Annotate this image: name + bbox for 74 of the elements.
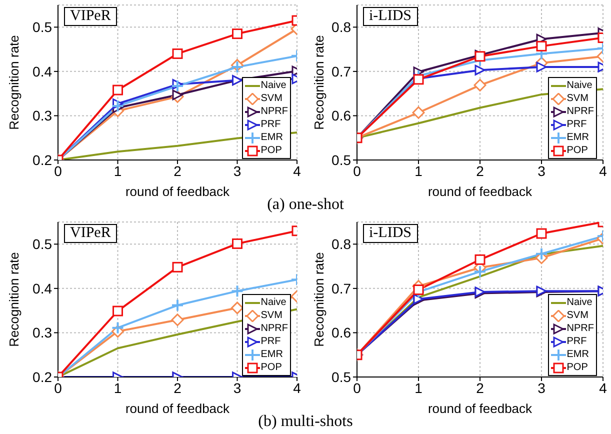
y-tick-label: 0.8 <box>332 236 352 252</box>
x-tick-label: 4 <box>293 162 302 179</box>
legend-label: SVM <box>260 310 282 321</box>
x-tick-label: 2 <box>476 162 484 179</box>
text: (a) one-shot <box>267 196 344 213</box>
x-tick-label: 1 <box>414 162 423 179</box>
legend-label: POP <box>260 362 282 373</box>
legend-label: NPRF <box>566 106 594 117</box>
legend-label: PRF <box>260 119 281 130</box>
legend-label: NPRF <box>260 106 288 117</box>
x-tick-label: 3 <box>233 380 242 396</box>
x-tick-label: 0 <box>54 162 62 179</box>
x-axis-title: round of feedback <box>125 184 230 199</box>
y-tick-label: 0.7 <box>332 280 352 296</box>
legend-label: POP <box>260 145 282 156</box>
x-tick-label: 3 <box>538 380 546 396</box>
x-tick-label: 4 <box>599 380 608 396</box>
legend-label: PRF <box>260 336 281 347</box>
y-tick-label: 0.5 <box>332 368 352 385</box>
legend-label: NPRF <box>260 323 288 334</box>
y-tick-label: 0.6 <box>332 108 352 124</box>
legend-label: EMR <box>566 132 589 143</box>
y-axis-title: Recognition rate <box>6 252 22 347</box>
x-tick-label: 1 <box>114 380 122 396</box>
y-tick-label: 0.5 <box>332 152 352 168</box>
legend-label: EMR <box>566 349 589 360</box>
legend-label: PRF <box>566 119 587 130</box>
legend-label: POP <box>566 362 588 373</box>
y-tick-label: 0.3 <box>32 324 52 341</box>
y-axis-title: Recognition rate <box>6 35 22 130</box>
legend-label: SVM <box>566 310 588 321</box>
y-tick-label: 0.4 <box>32 280 52 296</box>
legend-label: SVM <box>260 93 282 104</box>
chart-title: i-LIDS <box>363 224 418 243</box>
x-tick-label: 4 <box>599 162 608 179</box>
y-tick-label: 0.4 <box>32 63 52 80</box>
x-tick-label: 2 <box>476 380 484 396</box>
y-axis-title: Recognition rate <box>312 252 327 347</box>
y-axis-title: Recognition rate <box>312 35 327 130</box>
x-tick-label: 1 <box>414 380 423 396</box>
legend-label: Naive <box>260 80 286 91</box>
y-tick-label: 0.8 <box>332 19 352 36</box>
x-tick-label: 0 <box>54 380 62 396</box>
legend-label: Naive <box>260 297 286 308</box>
legend-label: POP <box>566 145 588 156</box>
legend-label: Naive <box>566 80 592 91</box>
text: (b) multi-shots <box>258 413 353 430</box>
y-tick-label: 0.7 <box>332 63 352 80</box>
x-axis-title: round of feedback <box>428 401 533 416</box>
x-tick-label: 0 <box>353 380 362 396</box>
y-tick-label: 0.2 <box>32 152 52 168</box>
x-tick-label: 4 <box>293 380 302 396</box>
x-tick-label: 2 <box>174 162 182 179</box>
x-tick-label: 2 <box>174 380 182 396</box>
x-tick-label: 3 <box>538 162 546 179</box>
legend-label: EMR <box>260 132 283 143</box>
x-axis-title: round of feedback <box>428 184 533 199</box>
chart-title: VIPeR <box>64 7 117 26</box>
x-tick-label: 1 <box>114 162 122 179</box>
x-tick-label: 3 <box>233 162 242 179</box>
chart-title: VIPeR <box>64 224 117 243</box>
legend-label: Naive <box>566 297 592 308</box>
y-tick-label: 0.3 <box>32 108 52 124</box>
legend-label: SVM <box>566 93 588 104</box>
y-tick-label: 0.2 <box>32 368 52 385</box>
legend-label: NPRF <box>566 323 594 334</box>
x-tick-label: 0 <box>353 162 362 179</box>
legend-label: PRF <box>566 336 587 347</box>
x-axis-title: round of feedback <box>125 401 230 416</box>
y-tick-label: 0.5 <box>32 19 52 36</box>
y-tick-label: 0.5 <box>32 236 52 252</box>
y-tick-label: 0.6 <box>332 324 352 341</box>
legend-label: EMR <box>260 349 283 360</box>
chart-title: i-LIDS <box>363 7 418 26</box>
